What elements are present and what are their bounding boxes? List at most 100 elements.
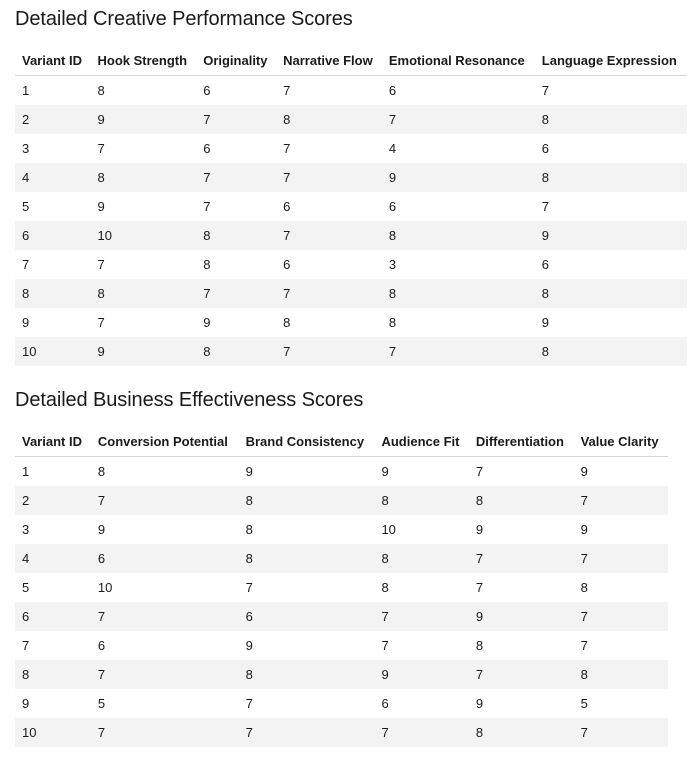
table-cell: 10 [381, 522, 396, 537]
business-scores-table: Variant ID Conversion Potential Brand Cons… [15, 427, 668, 747]
table-cell: 9 [374, 660, 469, 689]
table-cell: 7 [580, 638, 588, 653]
column-header: Brand Consistency [238, 427, 375, 457]
table-cell: 7 [97, 315, 105, 330]
table-cell: 8 [468, 486, 574, 515]
table-cell: 9 [468, 602, 574, 631]
column-header: Variant ID [15, 427, 91, 457]
creative-scores-table: Variant ID Hook Strength Originality Narrat… [15, 46, 687, 366]
table-cell: 7 [468, 544, 574, 573]
table-cell: 8 [381, 221, 535, 250]
table-cell: 7 [573, 602, 668, 631]
table-cell: 7 [203, 199, 211, 214]
column-header: Variant ID [15, 46, 91, 76]
table-cell: 6 [90, 544, 239, 573]
table-cell: 8 [374, 544, 469, 573]
table-cell: 7 [381, 638, 389, 653]
table-header-row: Variant ID Hook Strength Originality Narrat… [15, 46, 687, 76]
table-cell: 7 [22, 638, 30, 653]
column-header: Hook Strength [90, 46, 197, 76]
table-cell: 6 [541, 257, 550, 272]
table-header-row: Variant ID Conversion Potential Brand Cons… [15, 427, 668, 457]
table-cell: 8 [15, 660, 91, 689]
table-cell: 8 [374, 486, 469, 515]
table-cell: 7 [381, 105, 535, 134]
column-header: Originality [196, 46, 277, 76]
table-cell: 8 [534, 337, 687, 366]
table-cell: 7 [573, 718, 668, 747]
table-cell: 6 [381, 696, 389, 711]
table-cell: 9 [90, 105, 197, 134]
table-cell: 7 [90, 602, 239, 631]
table-cell: 7 [541, 83, 550, 98]
table-cell: 7 [90, 486, 239, 515]
table-cell: 7 [276, 163, 382, 192]
table-cell: 7 [90, 660, 239, 689]
table-row: 1 8 6 7 6 7 [15, 76, 687, 106]
table-row: 6 10 8 7 8 9 [15, 221, 687, 250]
table-cell: 8 [388, 315, 397, 330]
table-cell: 10 [15, 337, 91, 366]
table-cell: 7 [475, 580, 484, 595]
table-cell: 7 [283, 141, 291, 156]
table-row: 5 10 7 8 7 8 [15, 573, 668, 602]
table-cell: 5 [580, 696, 588, 711]
table-cell: 7 [238, 718, 375, 747]
table-cell: 9 [245, 464, 253, 479]
table-cell: 6 [15, 221, 91, 250]
table-cell: 6 [203, 141, 211, 156]
table-cell: 8 [580, 580, 588, 595]
column-header: Narrative Flow [276, 46, 382, 76]
table-row: 9 5 7 6 9 5 [15, 689, 668, 718]
table-cell: 8 [15, 279, 91, 308]
table-row: 3 7 6 7 4 6 [15, 134, 687, 163]
table-cell: 8 [534, 105, 687, 134]
table-cell: 8 [196, 221, 277, 250]
table-cell: 6 [388, 83, 397, 98]
table-cell: 9 [22, 696, 30, 711]
table-cell: 9 [580, 464, 588, 479]
table-cell: 9 [381, 464, 389, 479]
table-cell: 8 [90, 163, 197, 192]
table-cell: 6 [15, 602, 91, 631]
table-cell: 7 [475, 464, 484, 479]
table-cell: 2 [15, 486, 91, 515]
table-cell: 8 [97, 83, 105, 98]
table-cell: 3 [22, 141, 30, 156]
table-cell: 8 [534, 279, 687, 308]
table-cell: 5 [22, 199, 30, 214]
table-cell: 2 [15, 105, 91, 134]
table-cell: 8 [90, 279, 197, 308]
table-cell: 6 [283, 257, 291, 272]
column-header: Differentiation [468, 427, 574, 457]
table-cell: 8 [468, 718, 574, 747]
table-cell: 7 [374, 602, 469, 631]
table-cell: 8 [238, 544, 375, 573]
table-cell: 9 [97, 522, 106, 537]
table-row: 5 9 7 6 6 7 [15, 192, 687, 221]
table-cell: 6 [541, 141, 550, 156]
table-cell: 9 [580, 522, 588, 537]
table-row: 10 7 7 7 8 7 [15, 718, 668, 747]
column-header: Conversion Potential [90, 427, 239, 457]
table-cell: 8 [534, 163, 687, 192]
table-cell: 9 [90, 337, 197, 366]
table-cell: 7 [374, 718, 469, 747]
table-cell: 7 [276, 337, 382, 366]
table-cell: 7 [97, 257, 105, 272]
table-cell: 7 [196, 163, 277, 192]
table-cell: 7 [196, 105, 277, 134]
table-cell: 6 [388, 199, 397, 214]
column-header: Emotional Resonance [381, 46, 535, 76]
table-cell: 8 [245, 522, 253, 537]
table-cell: 7 [22, 257, 30, 272]
table-cell: 7 [90, 718, 239, 747]
table-cell: 7 [276, 221, 382, 250]
table-cell: 8 [238, 486, 375, 515]
table-cell: 9 [475, 696, 484, 711]
table-cell: 4 [388, 141, 397, 156]
